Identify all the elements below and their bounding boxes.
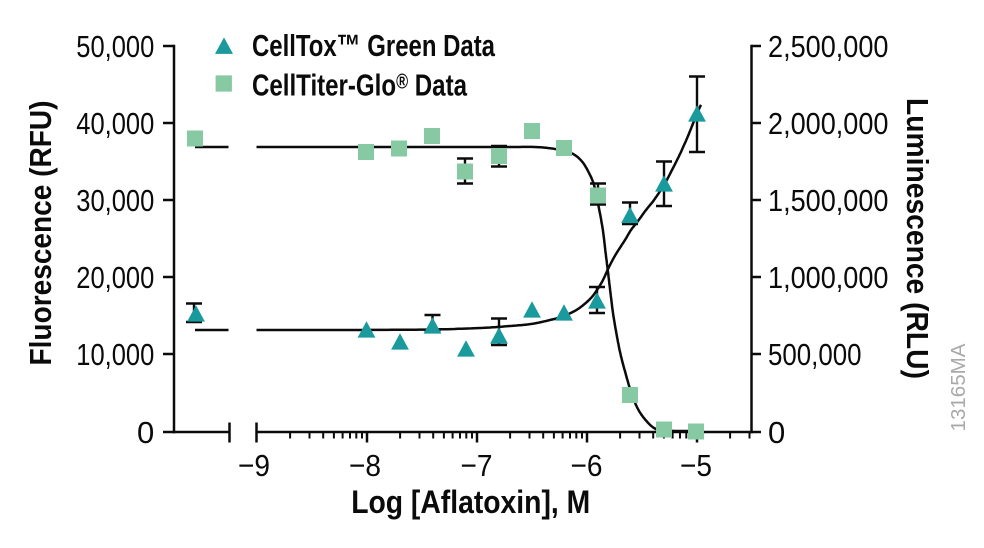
svg-text:CellTiter-Glo® Data: CellTiter-Glo® Data [252, 68, 468, 103]
svg-text:0: 0 [768, 415, 785, 450]
svg-text:500,000: 500,000 [768, 337, 862, 372]
svg-text:Log [Aflatoxin], M: Log [Aflatoxin], M [351, 484, 590, 520]
svg-text:Luminescence (RLU): Luminescence (RLU) [900, 98, 935, 379]
svg-text:2,000,000: 2,000,000 [768, 106, 889, 141]
svg-text:20,000: 20,000 [76, 260, 154, 295]
svg-text:40,000: 40,000 [76, 106, 154, 141]
svg-text:50,000: 50,000 [76, 29, 154, 64]
svg-text:−5: −5 [680, 448, 712, 483]
svg-text:13165MA: 13165MA [947, 343, 970, 431]
svg-text:2,500,000: 2,500,000 [768, 29, 889, 64]
svg-text:1,000,000: 1,000,000 [768, 260, 889, 295]
svg-text:10,000: 10,000 [76, 337, 154, 372]
svg-text:Fluorescence (RFU): Fluorescence (RFU) [23, 101, 58, 366]
svg-text:0: 0 [137, 415, 154, 450]
svg-text:−8: −8 [349, 448, 381, 483]
svg-text:−9: −9 [238, 448, 270, 483]
svg-text:30,000: 30,000 [76, 183, 154, 218]
svg-text:CellTox™ Green Data: CellTox™ Green Data [252, 28, 496, 63]
svg-text:−7: −7 [461, 448, 493, 483]
svg-text:1,500,000: 1,500,000 [768, 183, 889, 218]
svg-text:−6: −6 [571, 448, 603, 483]
